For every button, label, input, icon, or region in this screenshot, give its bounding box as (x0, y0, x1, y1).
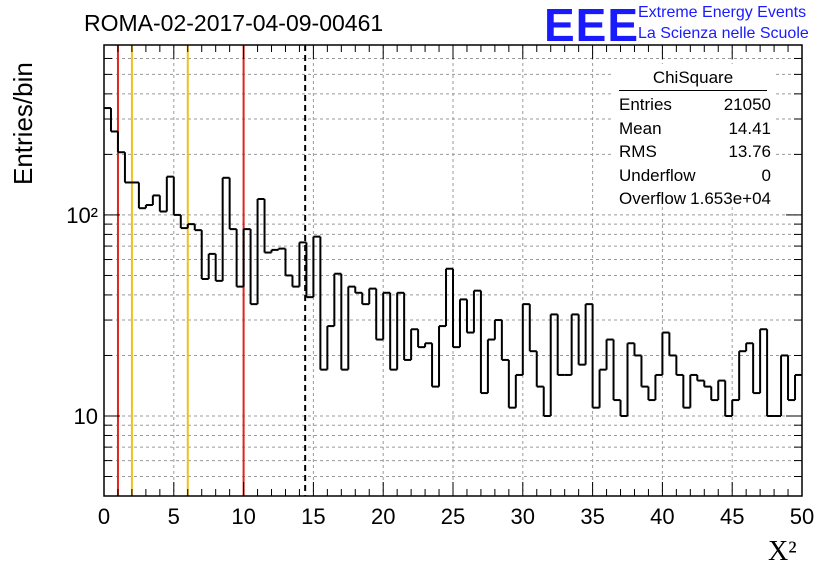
stats-divider (619, 90, 767, 91)
x-tick-label: 35 (580, 504, 604, 529)
stats-key: Entries (619, 95, 672, 114)
stats-value: 13.76 (728, 142, 771, 161)
x-axis-label: X² (768, 536, 797, 567)
stats-value: 0 (761, 165, 771, 185)
y-tick-label: 10 (74, 404, 98, 429)
stats-key: Underflow (619, 165, 696, 185)
x-tick-label: 30 (511, 504, 535, 529)
stats-value: 1.653e+04 (690, 189, 771, 208)
x-tick-label: 10 (231, 504, 255, 529)
y-axis-label: Entries/bin (8, 62, 38, 185)
x-tick-label: 45 (720, 504, 744, 529)
stats-title: ChiSquare (652, 68, 734, 87)
stats-row-overflow: Overflow 1.653e+04 (613, 187, 773, 211)
reference-lines (116, 45, 307, 496)
eee-logo: EEE (544, 0, 640, 51)
x-tick-label: 20 (371, 504, 395, 529)
x-tick-label: 5 (168, 504, 180, 529)
x-tick-label: 50 (790, 504, 814, 529)
stats-value: 21050 (723, 95, 771, 114)
stats-key: Overflow (619, 189, 687, 208)
stats-row-mean: Mean 14.41 (613, 117, 773, 141)
histogram-series (104, 107, 802, 417)
stats-value: 14.41 (728, 118, 771, 138)
tick-labels: 0 5 10 15 20 25 30 35 40 45 50 10 10² (66, 203, 814, 529)
plot-title: ROMA-02-2017-04-09-00461 (84, 10, 384, 36)
stats-key: Mean (619, 118, 662, 138)
axes (103, 44, 803, 497)
x-tick-label: 40 (650, 504, 674, 529)
logo-caption-line2: La Scienza nelle Scuole (638, 25, 809, 42)
statistics-box: ChiSquare Entries 21050 Mean 14.41 RMS 1… (613, 64, 773, 208)
x-tick-label: 25 (441, 504, 465, 529)
x-tick-label: 0 (98, 504, 110, 529)
logo-caption-line1: Extreme Energy Events (638, 4, 807, 21)
stats-key: RMS (619, 142, 657, 161)
stats-row-underflow: Underflow 0 (613, 164, 773, 188)
stats-row-entries: Entries 21050 (613, 93, 773, 117)
stats-row-rms: RMS 13.76 (613, 140, 773, 164)
x-tick-label: 15 (301, 504, 325, 529)
y-tick-label: 10² (66, 203, 98, 228)
